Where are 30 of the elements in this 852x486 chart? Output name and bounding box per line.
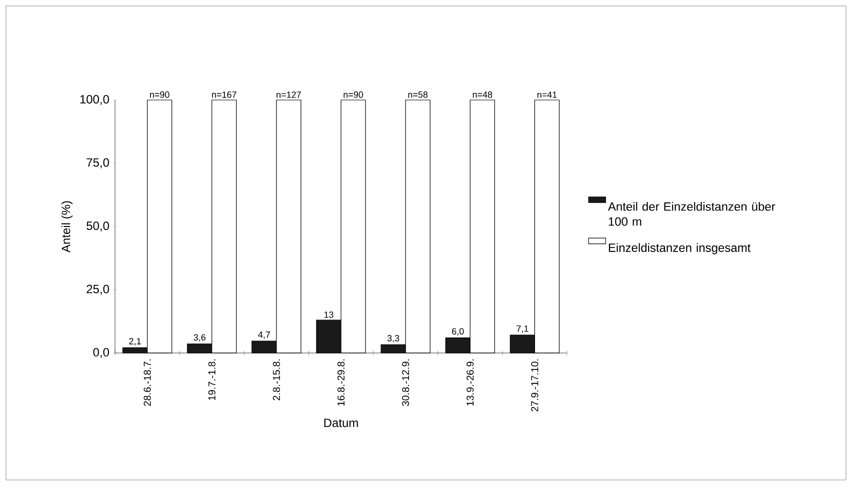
- y-tick-label: 25,0: [86, 284, 110, 295]
- x-tick-label: 13.9.-26.9.: [466, 359, 474, 406]
- legend-label: Einzeldistanzen insgesamt: [608, 243, 751, 254]
- annotation: n=90: [344, 91, 364, 98]
- y-tick-label: 75,0: [86, 158, 110, 168]
- annotation: n=167: [212, 91, 236, 98]
- annotation: n=41: [537, 92, 557, 98]
- annotation: n=127: [276, 92, 301, 98]
- legend-label: Anteil der Einzeldistanzen über 100 m: [608, 202, 776, 226]
- x-tick-label: 28.6.-18.7.: [144, 359, 151, 406]
- y-axis-title: Anteil (%): [61, 201, 73, 252]
- data-label: 4,7: [258, 332, 270, 339]
- x-tick-label: 27.9.-17.10.: [531, 359, 538, 412]
- data-label: 3,3: [387, 335, 400, 342]
- x-tick-label: 16.8.-29.8.: [337, 359, 345, 406]
- x-tick-label: 30.8.-12.9.: [402, 359, 410, 406]
- x-tick-label: 19.7.-1.8.: [208, 359, 216, 400]
- annotation: n=58: [408, 91, 428, 98]
- y-tick-label: 100,0: [80, 95, 110, 105]
- data-label: 2,1: [129, 338, 141, 346]
- data-label: 3,6: [194, 334, 206, 342]
- annotation: n=90: [150, 91, 170, 98]
- data-label: 6,0: [452, 328, 464, 336]
- annotation: n=48: [472, 91, 492, 98]
- y-tick-label: 50,0: [86, 222, 110, 232]
- data-label: 13: [324, 312, 334, 318]
- y-tick-label: 0,0: [93, 348, 110, 358]
- x-axis-title: Datum: [324, 418, 358, 428]
- data-label: 7,1: [516, 325, 528, 333]
- x-tick-label: 2.8.-15.8.: [272, 359, 280, 400]
